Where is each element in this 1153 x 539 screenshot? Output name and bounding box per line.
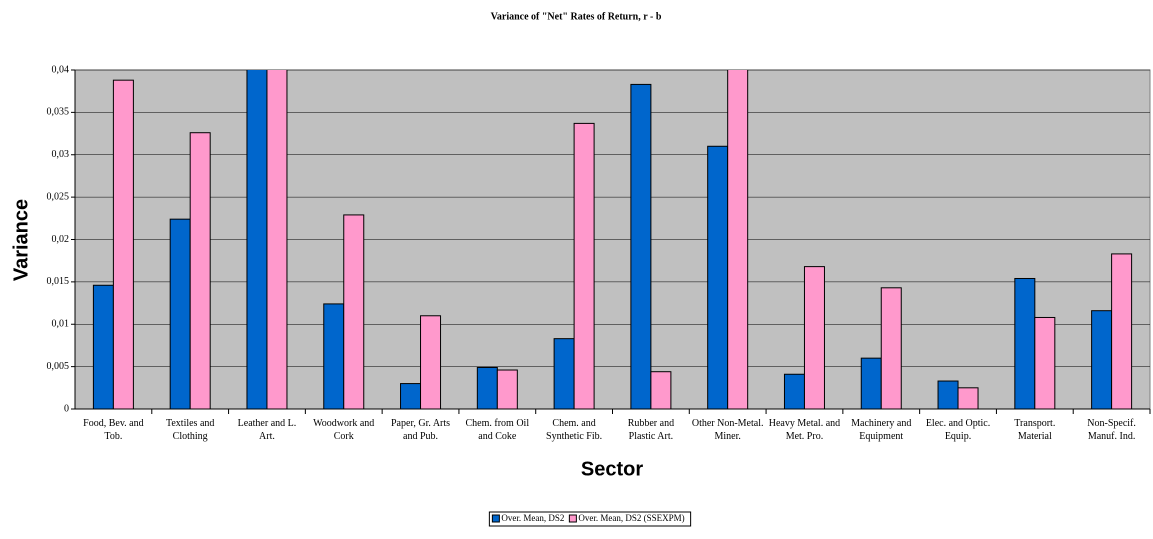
x-tick-label: Machinery and Equipment [851, 418, 912, 442]
x-tick-label: Textiles and Clothing [165, 418, 215, 442]
bar [343, 214, 365, 409]
legend-label: Over. Mean, DS2 (SSEXPM) [578, 513, 684, 523]
x-tick-label: Transport. Material [1014, 418, 1056, 442]
bar [476, 366, 498, 409]
legend: Over. Mean, DS2 Over. Mean, DS2 (SSEXPM) [488, 511, 692, 527]
bars [92, 70, 1133, 409]
y-tick-label: 0,03 [52, 149, 70, 160]
bar [707, 145, 729, 409]
y-tick-label: 0,015 [47, 276, 70, 287]
x-tick-label: Elec. and Optic. Equip. [925, 418, 991, 442]
bar [1111, 253, 1133, 409]
bar [246, 70, 268, 409]
x-tick-label: Chem. and Synthetic Fib. [546, 418, 603, 442]
y-tick-label: 0 [64, 403, 69, 414]
bar [1034, 316, 1056, 409]
x-tick-label: Food, Bev. and Tob. [83, 418, 144, 442]
bar [112, 79, 134, 409]
y-axis-label: Variance [10, 199, 32, 281]
bar [400, 383, 422, 409]
y-tick-label: 0,025 [47, 191, 70, 202]
bar [553, 338, 575, 409]
x-tick-label: Paper, Gr. Arts and Pub. [391, 418, 451, 442]
x-tick-label: Other Non-Metal. Miner. [691, 418, 764, 442]
legend-swatch [568, 514, 577, 523]
bar [630, 83, 652, 409]
bar [420, 315, 442, 409]
bar [189, 132, 211, 409]
bar [266, 70, 288, 409]
x-tick-label: Leather and L. Art. [237, 418, 297, 442]
legend-label: Over. Mean, DS2 [501, 513, 564, 523]
y-tick-label: 0,02 [52, 234, 70, 245]
x-tick-label: Woodwork and Cork [313, 418, 375, 442]
bar [727, 70, 749, 409]
bar [783, 373, 805, 409]
bar [803, 266, 825, 409]
bar [92, 284, 114, 409]
bar [650, 371, 672, 409]
legend-box [488, 511, 692, 527]
x-tick-label: Non-Specif. Manuf. Ind. [1087, 418, 1136, 442]
x-tick-label: Heavy Metal. and Met. Pro. [768, 418, 841, 442]
chart-title: Variance of "Net" Rates of Return, r - b [491, 11, 662, 22]
y-tick-label: 0,005 [47, 361, 70, 372]
bar [573, 122, 595, 409]
x-tick-label: Rubber and Plastic Art. [627, 418, 675, 442]
bar [1091, 310, 1113, 409]
y-tick-label: 0,04 [52, 64, 70, 75]
x-tick-label: Chem. from Oil and Coke [465, 418, 530, 442]
y-tick-label: 0,035 [47, 107, 70, 118]
bar [323, 303, 345, 409]
bar [957, 387, 979, 409]
legend-swatch [491, 514, 500, 523]
x-axis-label: Sector [581, 458, 643, 480]
bar [1014, 277, 1036, 409]
bar [937, 380, 959, 409]
bar [860, 357, 882, 409]
bar [880, 287, 902, 409]
bar [169, 218, 191, 409]
y-tick-label: 0,01 [52, 319, 70, 330]
bar [496, 369, 518, 409]
